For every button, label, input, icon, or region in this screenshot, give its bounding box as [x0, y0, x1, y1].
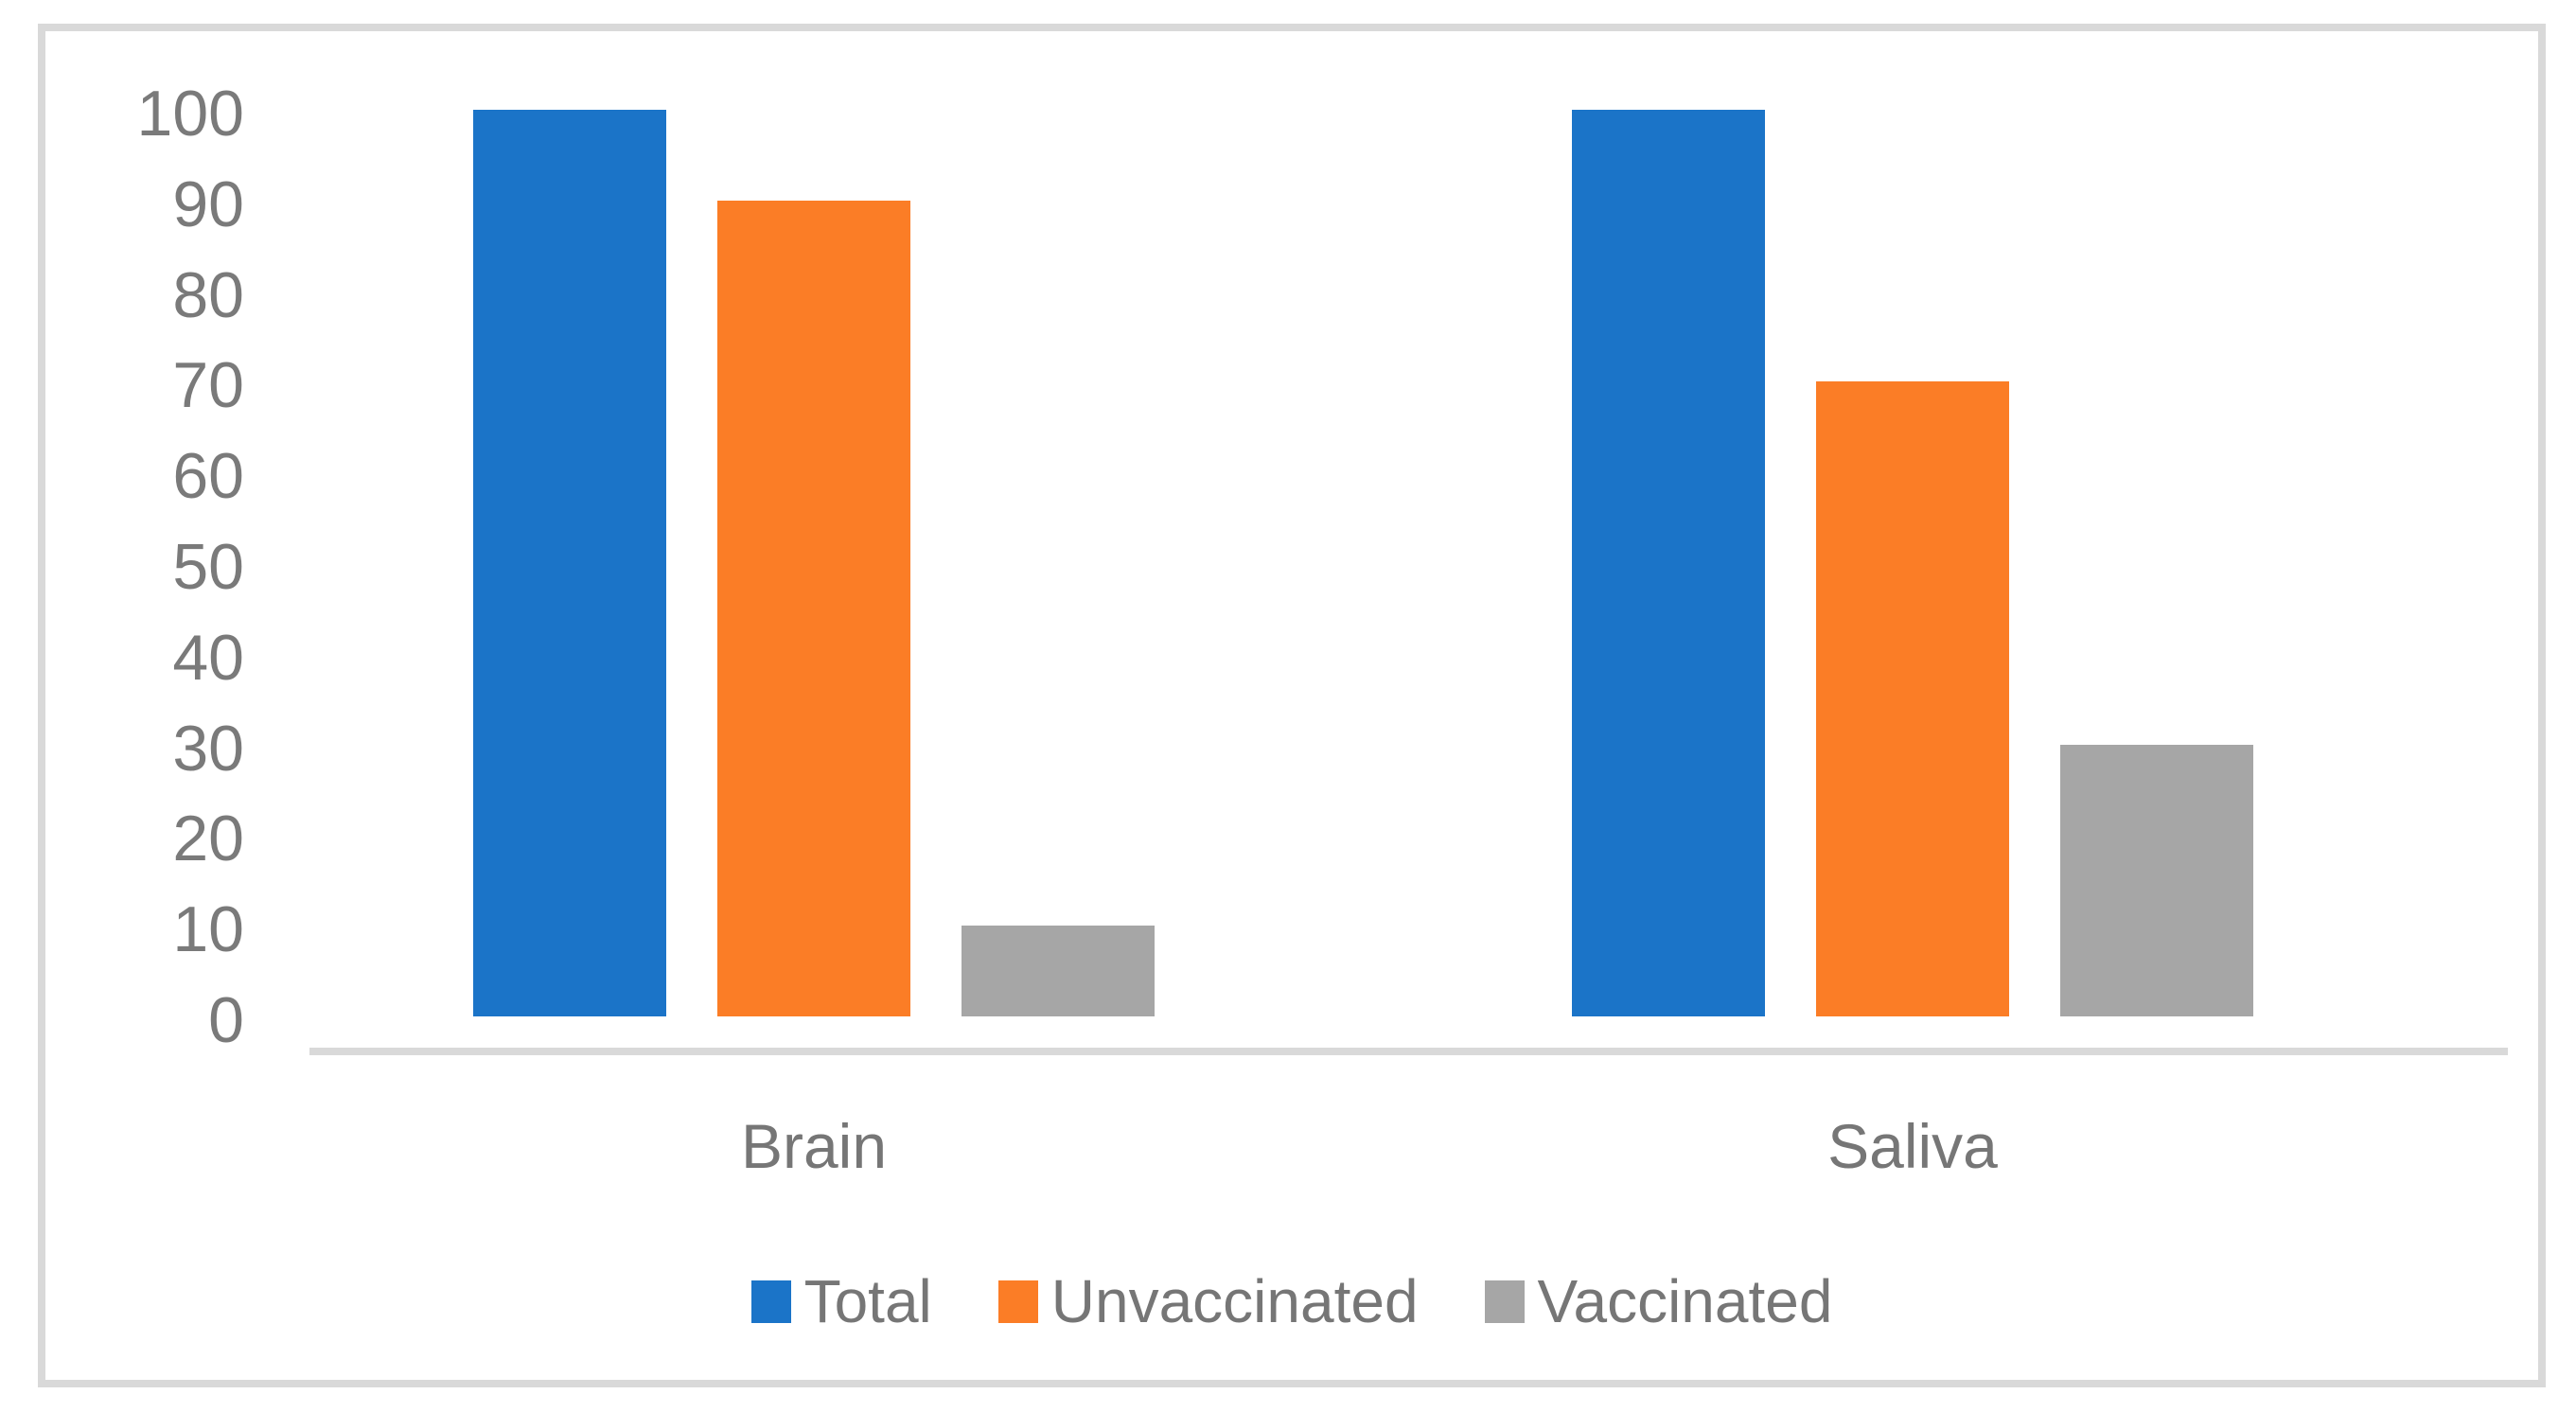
y-tick-label-60: 60 [172, 440, 244, 513]
legend-label-unvaccinated: Unvaccinated [1050, 1267, 1419, 1335]
legend-swatch-vaccinated [1484, 1280, 1525, 1323]
legend-item-vaccinated: Vaccinated [1484, 1266, 1833, 1336]
y-tick-label-90: 90 [172, 168, 244, 240]
bar-unvaccinated-brain [717, 201, 910, 1016]
y-tick-label-10: 10 [172, 893, 244, 966]
category-label-saliva: Saliva [1827, 1111, 1998, 1181]
bar-vaccinated-saliva [2060, 745, 2253, 1016]
bar-total-brain [473, 110, 666, 1016]
legend-swatch-unvaccinated [997, 1280, 1038, 1323]
y-tick-label-40: 40 [172, 621, 244, 694]
legend-label-total: Total [803, 1267, 932, 1335]
bar-vaccinated-brain [962, 926, 1155, 1016]
y-tick-label-0: 0 [208, 984, 244, 1056]
legend-label-vaccinated: Vaccinated [1537, 1267, 1833, 1335]
legend-swatch-total [750, 1280, 791, 1323]
legend-item-unvaccinated: Unvaccinated [997, 1266, 1419, 1336]
y-tick-label-50: 50 [172, 531, 244, 603]
bar-unvaccinated-saliva [1816, 381, 2009, 1016]
category-label-brain: Brain [740, 1111, 888, 1181]
y-tick-label-20: 20 [172, 803, 244, 875]
y-tick-label-80: 80 [172, 258, 244, 331]
bar-total-saliva [1572, 110, 1765, 1016]
legend-item-total: Total [750, 1266, 932, 1336]
bar-chart-frame: 0 10 20 30 40 50 60 70 80 90 100 Brain Saliva Total… [38, 24, 2546, 1387]
y-tick-label-70: 70 [172, 349, 244, 422]
legend: Total Unvaccinated Vaccinated [45, 1263, 2538, 1339]
y-tick-label-100: 100 [136, 78, 244, 150]
y-tick-label-30: 30 [172, 712, 244, 785]
x-axis-line [309, 1048, 2508, 1055]
